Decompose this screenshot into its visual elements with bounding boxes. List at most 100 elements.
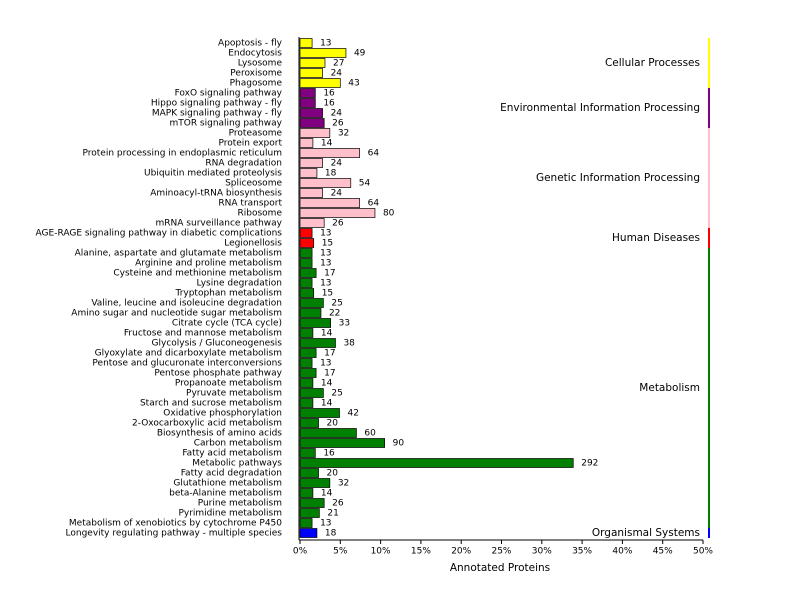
count-label: 26 (332, 219, 344, 229)
bar (299, 228, 313, 238)
category-label: Lysosome (238, 59, 283, 69)
category-label: Fatty acid degradation (181, 469, 282, 479)
x-axis-label: Annotated Proteins (450, 562, 550, 574)
category-label: Proteasome (229, 129, 283, 139)
category-label: Protein export (218, 139, 282, 149)
category-label: Glutathione metabolism (173, 479, 282, 489)
count-label: 38 (343, 339, 355, 349)
x-tick-label: 20% (451, 547, 471, 557)
bar (299, 148, 360, 158)
category-label: mRNA surveillance pathway (156, 219, 283, 229)
bar (299, 88, 316, 98)
bar (299, 338, 336, 348)
category-label: AGE-RAGE signaling pathway in diabetic c… (36, 229, 283, 239)
bar (299, 158, 323, 168)
count-label: 43 (348, 79, 359, 89)
count-label: 18 (325, 529, 337, 539)
category-label: Protein processing in endoplasmic reticu… (83, 149, 283, 159)
bar (299, 478, 331, 488)
count-label: 32 (338, 479, 349, 489)
bar (299, 438, 385, 448)
bar (299, 488, 314, 498)
group-label: Genetic Information Processing (536, 172, 700, 184)
count-label: 80 (383, 209, 395, 219)
category-label: Glycolysis / Gluconeogenesis (152, 339, 283, 349)
count-label: 21 (327, 509, 338, 519)
bar (299, 408, 340, 418)
bar (299, 138, 314, 148)
bar (299, 48, 347, 58)
count-label: 13 (320, 249, 331, 259)
category-label: Spliceosome (225, 179, 282, 189)
category-label: Pentose phosphate pathway (154, 369, 282, 379)
count-label: 64 (368, 149, 380, 159)
group-label: Cellular Processes (605, 57, 700, 69)
category-label: Carbon metabolism (194, 439, 282, 449)
count-label: 27 (333, 59, 344, 69)
bar (299, 178, 352, 188)
bar (299, 218, 325, 228)
x-tick-label: 30% (532, 547, 552, 557)
x-tick-label: 5% (333, 547, 348, 557)
bar (299, 38, 313, 48)
category-label: Pyruvate metabolism (186, 389, 282, 399)
category-label: 2-Oxocarboxylic acid metabolism (132, 419, 282, 429)
count-label: 14 (321, 329, 333, 339)
bar (299, 348, 317, 358)
category-label: Phagosome (230, 79, 283, 89)
bar (299, 98, 316, 108)
count-label: 32 (338, 129, 349, 139)
count-label: 24 (331, 159, 343, 169)
bar (299, 268, 317, 278)
category-label: Endocytosis (228, 49, 282, 59)
category-label: Biosynthesis of amino acids (157, 429, 282, 439)
bar (299, 398, 314, 408)
bar (299, 198, 360, 208)
category-label: Apoptosis - fly (218, 39, 283, 49)
bar (299, 528, 318, 538)
count-label: 16 (323, 89, 335, 99)
x-tick-label: 40% (612, 547, 632, 557)
category-label: Ubiquitin mediated proteolysis (144, 169, 282, 179)
bar (299, 68, 323, 78)
bar (299, 288, 315, 298)
group-label: Human Diseases (612, 232, 700, 244)
count-label: 26 (332, 499, 344, 509)
count-label: 42 (347, 409, 358, 419)
bar (299, 518, 313, 528)
category-label: Fructose and mannose metabolism (124, 329, 282, 339)
count-label: 25 (331, 389, 342, 399)
count-label: 24 (331, 189, 343, 199)
bar (299, 188, 323, 198)
count-label: 14 (321, 379, 333, 389)
bar (299, 358, 313, 368)
bar (299, 298, 324, 308)
bar (299, 128, 331, 138)
bar (299, 308, 322, 318)
count-label: 13 (320, 229, 331, 239)
bar (299, 248, 313, 258)
count-label: 20 (327, 469, 339, 479)
count-label: 15 (322, 239, 333, 249)
category-label: Hippo signaling pathway - fly (151, 99, 283, 109)
category-label: RNA degradation (205, 159, 282, 169)
count-label: 13 (320, 279, 331, 289)
count-label: 292 (581, 459, 598, 469)
category-label: Pyrimidine metabolism (178, 509, 282, 519)
category-label: Peroxisome (230, 69, 282, 79)
count-label: 24 (331, 69, 343, 79)
count-label: 15 (322, 289, 333, 299)
bar (299, 368, 317, 378)
x-tick-label: 0% (293, 547, 308, 557)
count-label: 26 (332, 119, 344, 129)
category-label: Cysteine and methionine metabolism (113, 269, 282, 279)
category-label: beta-Alanine metabolism (169, 489, 282, 499)
category-label: Metabolism of xenobiotics by cytochrome … (69, 519, 282, 529)
group-label: Metabolism (639, 382, 700, 394)
count-label: 16 (323, 99, 335, 109)
group-label: Environmental Information Processing (500, 102, 700, 114)
bar (299, 388, 324, 398)
category-label: Fatty acid metabolism (182, 449, 282, 459)
category-label: MAPK signaling pathway - fly (152, 109, 283, 119)
